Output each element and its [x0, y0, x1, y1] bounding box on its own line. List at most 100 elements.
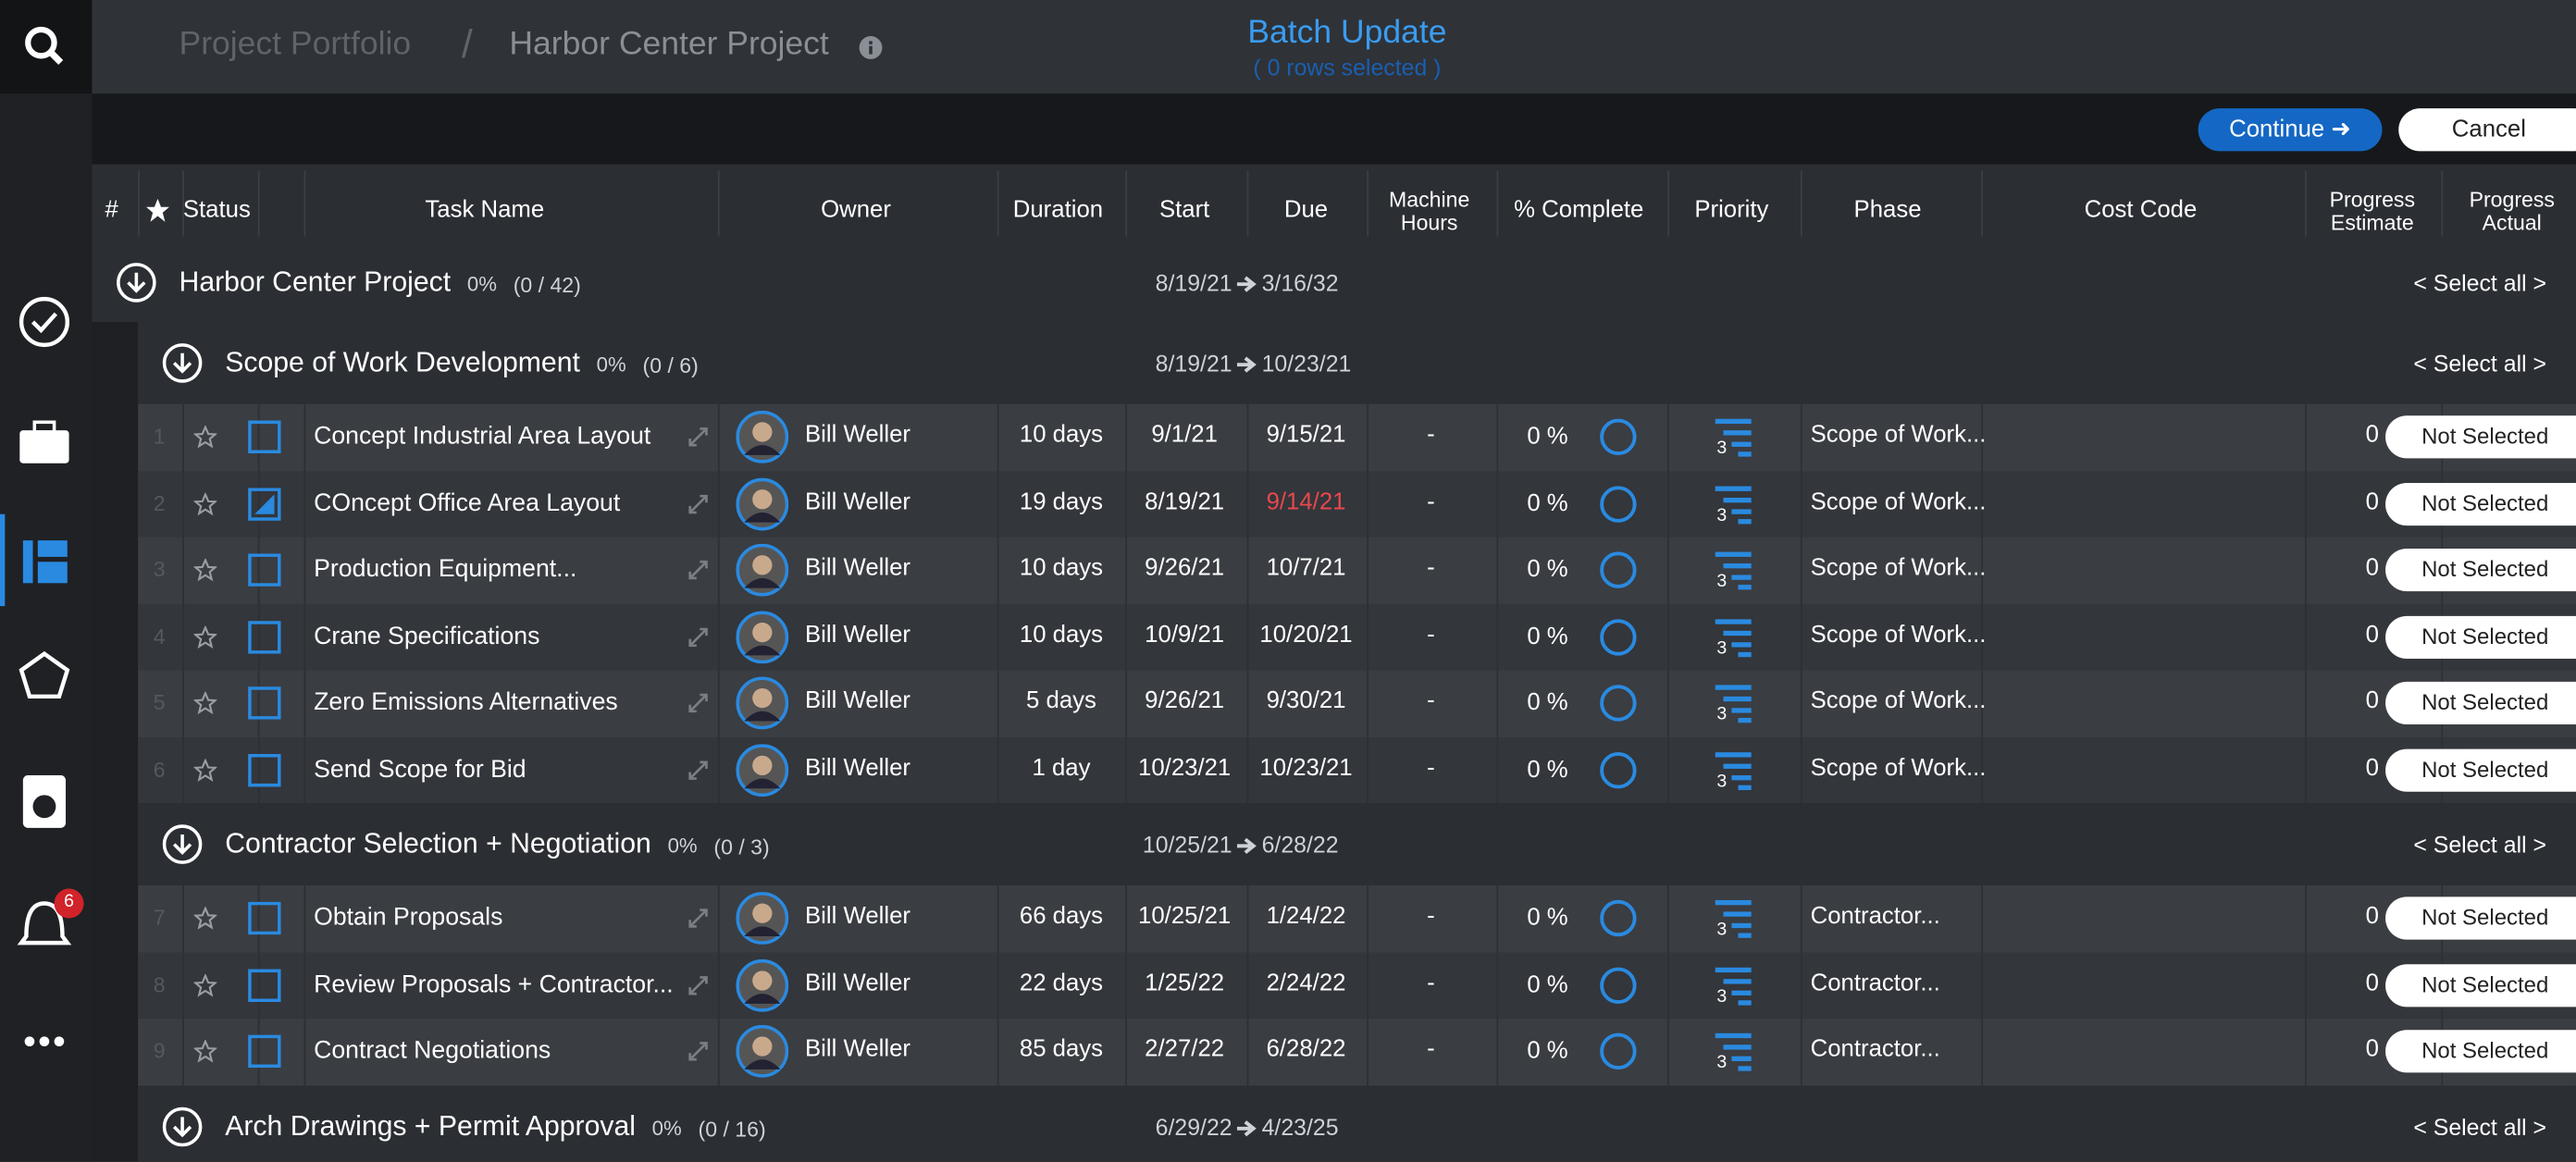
row-number: 4	[153, 624, 166, 649]
cell-divider	[1496, 603, 1499, 671]
cell-divider	[2305, 670, 2307, 737]
status-checkbox[interactable]	[248, 420, 281, 461]
task-name[interactable]: Crane Specifications	[314, 622, 540, 650]
expand-icon[interactable]	[687, 908, 710, 937]
status-checkbox[interactable]	[248, 487, 281, 527]
indent-strip	[92, 321, 139, 1162]
owner-avatar	[736, 892, 789, 952]
due-date: 1/24/22	[1266, 903, 1346, 931]
progress-actual[interactable]: Not Selected	[2385, 682, 2576, 725]
progress-actual[interactable]: Not Selected	[2385, 963, 2576, 1007]
expand-icon[interactable]	[687, 692, 710, 722]
task-name[interactable]: Concept Industrial Area Layout	[314, 422, 651, 451]
batch-title: Batch Update	[1247, 14, 1447, 52]
favorite-star[interactable]	[192, 1039, 218, 1069]
progress-actual[interactable]: Not Selected	[2385, 615, 2576, 659]
progress-actual[interactable]: Not Selected	[2385, 1030, 2576, 1073]
column-header: #	[105, 197, 118, 224]
continue-button[interactable]: Continue ➜	[2198, 108, 2383, 152]
status-checkbox[interactable]	[248, 969, 281, 1008]
cell-divider	[1496, 951, 1499, 1019]
cell-divider	[1667, 884, 1669, 952]
progress-actual[interactable]: Not Selected	[2385, 549, 2576, 592]
favorite-star[interactable]	[192, 906, 218, 937]
collapse-group-icon[interactable]	[161, 823, 204, 872]
task-name[interactable]: Zero Emissions Alternatives	[314, 688, 618, 717]
collapse-group-icon[interactable]	[115, 260, 157, 309]
status-checkbox[interactable]	[248, 620, 281, 661]
cell-divider	[182, 1018, 184, 1085]
column-header: Start	[1158, 197, 1210, 224]
progress-actual[interactable]: Not Selected	[2385, 415, 2576, 459]
task-name[interactable]: COncept Office Area Layout	[314, 488, 621, 517]
due-date: 10/7/21	[1266, 555, 1346, 582]
start-date: 10/9/21	[1145, 622, 1225, 649]
status-checkbox[interactable]	[248, 686, 281, 727]
cell-divider	[997, 403, 999, 471]
cell-divider	[1496, 1018, 1499, 1085]
group-name: Arch Drawings + Permit Approval	[225, 1109, 636, 1142]
info-icon[interactable]	[858, 34, 884, 60]
column-header: Machine Hours	[1389, 187, 1470, 235]
cell-divider	[997, 951, 999, 1019]
favorite-star[interactable]	[192, 558, 218, 588]
favorite-star[interactable]	[192, 491, 218, 522]
task-row	[138, 736, 2576, 805]
progress-estimate: 0	[2365, 903, 2379, 931]
favorite-star[interactable]	[192, 691, 218, 722]
group-percent: 0%	[667, 834, 698, 858]
cell-divider	[1800, 670, 1802, 737]
status-checkbox[interactable]	[248, 902, 281, 942]
cell-divider	[1367, 884, 1368, 952]
start-date: 2/27/22	[1145, 1036, 1225, 1064]
favorite-star[interactable]	[192, 757, 218, 788]
task-row	[138, 537, 2576, 606]
top-bar	[92, 0, 2576, 94]
expand-icon[interactable]	[687, 973, 710, 1003]
progress-actual[interactable]: Not Selected	[2385, 482, 2576, 525]
task-name[interactable]: Send Scope for Bid	[314, 755, 526, 784]
progress-actual[interactable]: Not Selected	[2385, 896, 2576, 941]
table-header	[92, 164, 2576, 241]
expand-icon[interactable]	[687, 559, 710, 588]
group-count: (0 / 3)	[713, 834, 770, 859]
collapse-group-icon[interactable]	[161, 1105, 204, 1154]
column-divider	[182, 170, 184, 237]
select-all[interactable]: < Select all >	[2413, 1112, 2547, 1140]
sidebar-icons[interactable]	[0, 279, 92, 1101]
expand-icon[interactable]	[687, 492, 710, 522]
task-name[interactable]: Production Equipment...	[314, 555, 577, 584]
status-checkbox[interactable]	[248, 553, 281, 594]
cell-divider	[1981, 951, 1984, 1019]
favorite-star[interactable]	[192, 425, 218, 455]
expand-icon[interactable]	[687, 759, 710, 788]
select-all[interactable]: < Select all >	[2413, 831, 2547, 858]
phase: Scope of Work...	[1810, 688, 1987, 715]
date-arrow	[1235, 355, 1258, 381]
progress-actual[interactable]: Not Selected	[2385, 748, 2576, 792]
status-checkbox[interactable]	[248, 1035, 281, 1075]
select-all[interactable]: < Select all >	[2413, 350, 2547, 377]
priority-icon	[1715, 1031, 1755, 1080]
cell-divider	[2305, 951, 2307, 1019]
favorite-star[interactable]	[192, 972, 218, 1003]
select-all[interactable]: < Select all >	[2413, 268, 2547, 295]
favorite-star[interactable]	[192, 624, 218, 655]
task-name[interactable]: Review Proposals + Contractor...	[314, 970, 674, 999]
task-name[interactable]: Obtain Proposals	[314, 903, 503, 933]
column-header: Status	[182, 197, 251, 224]
start-date: 9/26/21	[1145, 555, 1225, 582]
status-checkbox[interactable]	[248, 753, 281, 794]
expand-icon[interactable]	[687, 1040, 710, 1069]
task-row	[138, 470, 2576, 539]
start-date: 1/25/22	[1145, 970, 1225, 997]
cell-divider	[1125, 470, 1127, 538]
breadcrumb-root[interactable]: Project Portfolio	[179, 26, 412, 63]
search-button[interactable]	[0, 0, 93, 94]
cell-divider	[1125, 1018, 1127, 1085]
expand-icon[interactable]	[687, 625, 710, 655]
cancel-button[interactable]: Cancel	[2398, 108, 2576, 152]
collapse-group-icon[interactable]	[161, 341, 204, 390]
task-name[interactable]: Contract Negotiations	[314, 1036, 551, 1065]
expand-icon[interactable]	[687, 426, 710, 455]
